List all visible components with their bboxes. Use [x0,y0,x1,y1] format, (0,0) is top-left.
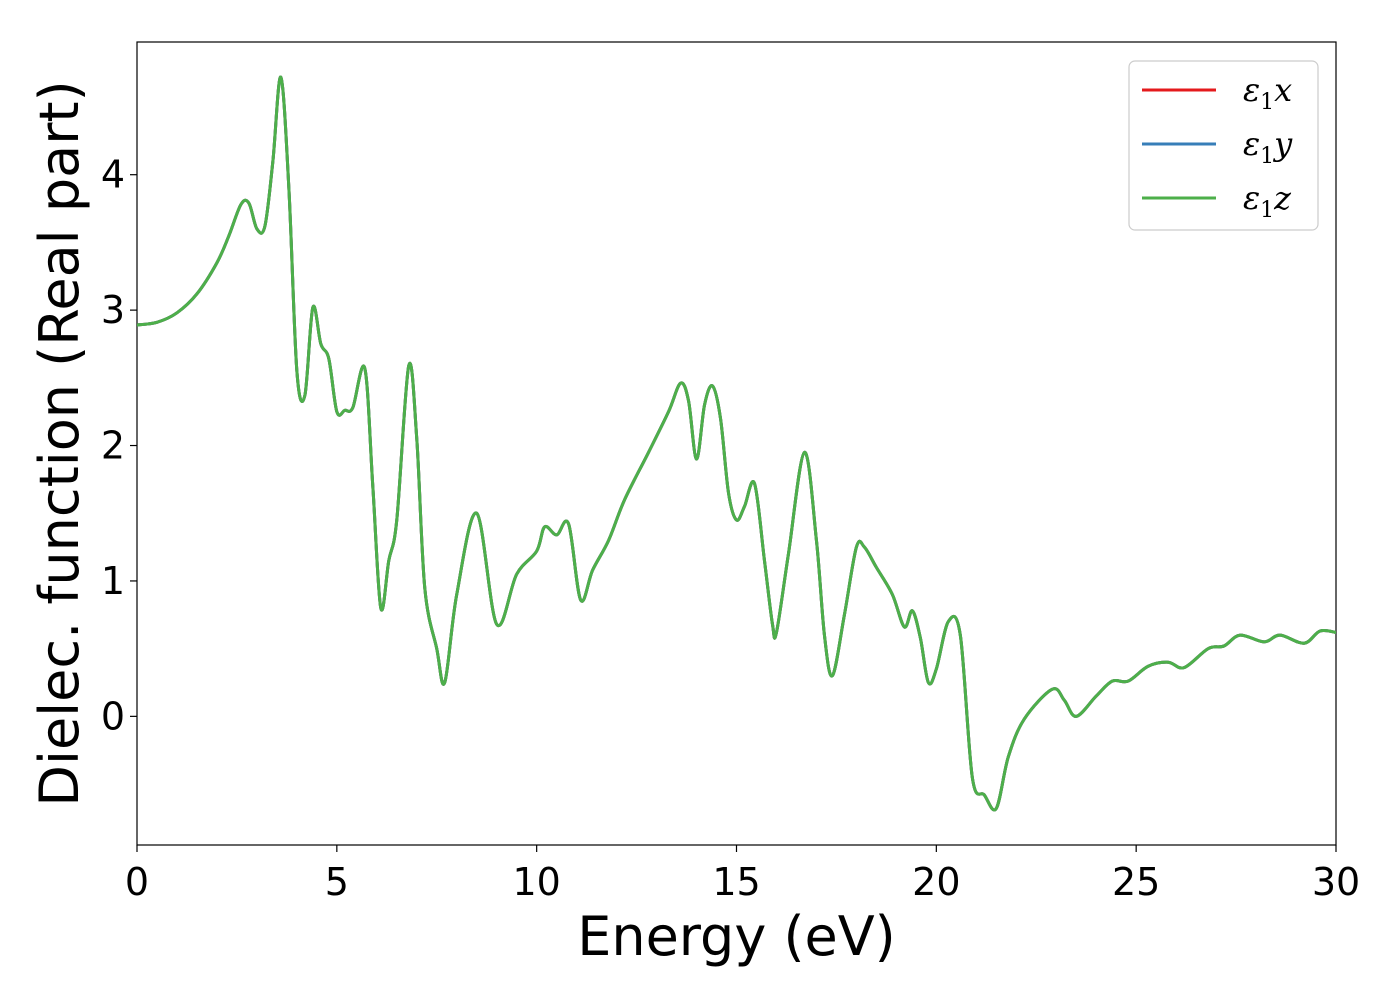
x-axis-label: Energy (eV) [577,905,896,968]
y-tick-label: 4 [101,153,125,197]
x-tick-label: 20 [912,860,960,904]
y-axis-ticks: 0 1 2 3 4 [101,153,137,738]
legend-box [1128,60,1319,231]
series-lines [137,75,1336,812]
x-tick-label: 30 [1312,860,1360,904]
y-tick-label: 2 [101,424,125,468]
series-line-z [137,75,1336,812]
x-tick-label: 25 [1112,860,1160,904]
legend-label: ε1y [1243,125,1293,169]
y-tick-label: 1 [101,559,125,603]
y-tick-label: 3 [101,288,125,332]
x-tick-label: 0 [125,860,149,904]
y-axis-label: Dielec. function (Real part) [28,80,91,806]
legend-label: ε1z [1243,179,1292,223]
legend-label: ε1x [1243,71,1292,115]
x-tick-label: 5 [325,860,349,904]
x-tick-label: 10 [512,860,560,904]
legend: ε1x ε1y ε1z [1128,60,1319,231]
x-axis-ticks: 0 5 10 15 20 25 30 [125,845,1360,904]
y-tick-label: 0 [101,694,125,738]
x-tick-label: 15 [712,860,760,904]
